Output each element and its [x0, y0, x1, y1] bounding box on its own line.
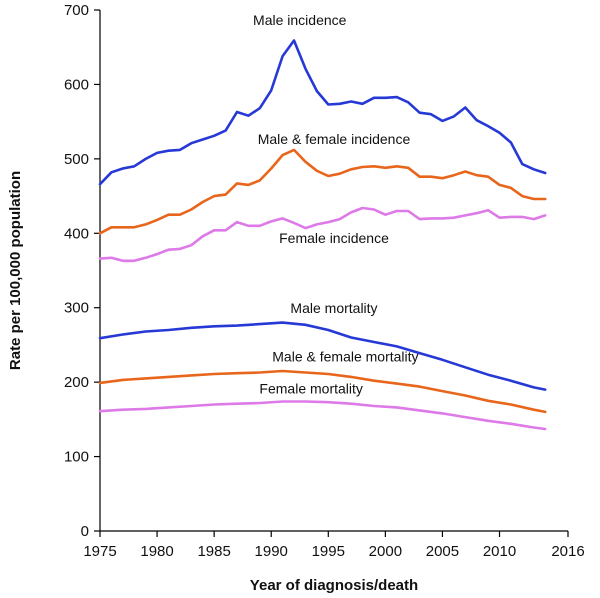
x-tick-label: 2000 — [369, 543, 402, 560]
series-line-male-incidence — [98, 39, 547, 186]
chart-series-labels: Male incidence Male & female incidence Fem… — [253, 12, 418, 396]
series-label: Female mortality — [259, 380, 362, 396]
y-axis-title: Rate per 100,000 population — [7, 171, 24, 370]
x-tick-label: 1975 — [83, 543, 116, 560]
x-tick-label: 2005 — [426, 543, 459, 560]
x-tick-label: 1985 — [197, 543, 230, 560]
series-label: Male & female incidence — [258, 131, 411, 147]
y-tick-label: 100 — [64, 449, 89, 466]
x-tick-label: 1990 — [255, 543, 288, 560]
series-line-male-and-female-incidence — [98, 148, 547, 235]
x-tick-label: 2010 — [483, 543, 516, 560]
y-tick-label: 600 — [64, 76, 89, 93]
y-tick-label: 700 — [64, 2, 89, 19]
y-tick-label: 500 — [64, 151, 89, 168]
y-tick-label: 200 — [64, 374, 89, 391]
chart-ticks: 0 100 200 300 400 500 600 700 1975 1980 1985 1990 19… — [64, 2, 585, 560]
x-tick-label: 1995 — [312, 543, 345, 560]
series-line-male-mortality — [98, 321, 547, 391]
series-label: Male incidence — [253, 12, 347, 28]
series-label: Male & female mortality — [272, 348, 418, 364]
x-axis-title: Year of diagnosis/death — [250, 577, 418, 594]
series-label: Male mortality — [290, 300, 377, 316]
series-line-female-incidence — [98, 206, 547, 263]
series-line-male-and-female-mortality — [98, 369, 547, 414]
series-line-female-mortality — [98, 400, 547, 431]
chart-series — [98, 39, 547, 431]
chart-axes — [99, 10, 568, 532]
x-tick-label: 1980 — [140, 543, 173, 560]
y-tick-label: 400 — [64, 225, 89, 242]
y-tick-label: 300 — [64, 300, 89, 317]
x-tick-label: 2016 — [551, 543, 584, 560]
y-tick-label: 0 — [81, 523, 89, 540]
series-label: Female incidence — [279, 230, 389, 246]
